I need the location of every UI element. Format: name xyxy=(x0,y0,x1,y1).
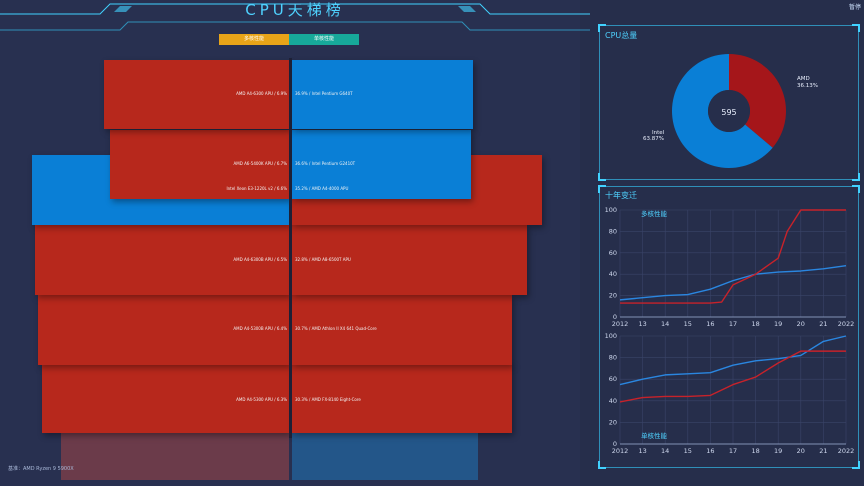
ranking-left-label: AMD A4-6300 APU / 6.9% xyxy=(236,91,287,96)
ranking-right-label: 35.2% / AMD A4-4000 APU xyxy=(295,186,349,191)
x-tick-label: 18 xyxy=(751,320,759,328)
x-tick-label: 19 xyxy=(774,447,782,455)
y-tick-label: 20 xyxy=(609,418,617,426)
decade-chart-0: 0 20 40 60 80 100 2012 13 14 15 16 17 18 19 20 21 2022 多核… xyxy=(605,206,855,328)
ranking-bar-right-1 xyxy=(292,60,473,129)
cpu-total-count: 595 xyxy=(721,108,736,117)
ranking-left-label: Intel Xeon E3-1220L v2 / 6.6% xyxy=(226,186,287,191)
y-tick-label: 0 xyxy=(613,440,617,448)
pause-button[interactable]: 暂停 xyxy=(848,4,861,11)
x-tick-label: 2012 xyxy=(612,320,629,328)
x-tick-label: 16 xyxy=(706,320,714,328)
ranking-bar-right-5 xyxy=(292,295,512,365)
ranking-bar-right-2 xyxy=(292,130,471,199)
tab-single-core[interactable]: 单核性能 xyxy=(289,34,359,45)
cpu-total-title: CPU总量 xyxy=(605,31,638,40)
donut-slice-amd[interactable] xyxy=(729,54,786,148)
series-line-amd xyxy=(620,209,846,304)
series-line-intel xyxy=(619,264,847,301)
x-tick-label: 15 xyxy=(684,320,692,328)
cpu-total-panel: CPU总量 AMD 36.13% Intel 63.87% 595 xyxy=(598,24,860,181)
ranking-right-label: 30.7% / AMD Athlon II X4 641 Quad-Core xyxy=(295,326,377,331)
x-tick-label: 20 xyxy=(797,447,805,455)
amd-legend-percent: 36.13% xyxy=(797,83,818,89)
intel-legend-percent: 63.87% xyxy=(643,136,664,142)
x-tick-label: 2022 xyxy=(838,320,855,328)
ranking-bar-faded-left xyxy=(61,433,289,480)
donut-slice-intel[interactable] xyxy=(672,54,773,169)
decade-chart-label: 单核性能 xyxy=(641,431,668,440)
y-tick-label: 40 xyxy=(609,397,617,405)
y-tick-label: 80 xyxy=(609,227,617,235)
y-tick-label: 100 xyxy=(605,206,617,214)
decade-chart-label: 多核性能 xyxy=(641,209,668,218)
ranking-bar-faded-right xyxy=(292,433,478,480)
x-tick-label: 20 xyxy=(797,320,805,328)
ranking-bar-right-4 xyxy=(292,225,527,295)
ranking-center-divider xyxy=(289,58,292,438)
x-tick-label: 2012 xyxy=(612,447,629,455)
x-tick-label: 14 xyxy=(661,447,669,455)
ranking-bar-left-2 xyxy=(110,130,289,199)
x-tick-label: 17 xyxy=(729,320,737,328)
page-title: CPU天梯榜 xyxy=(245,1,345,19)
tab-multi-core[interactable]: 多核性能 xyxy=(219,34,289,45)
ranking-right-label: 36.9% / Intel Pentium G640T xyxy=(295,91,353,96)
y-tick-label: 60 xyxy=(609,249,617,257)
ranking-right-label: 36.6% / Intel Pentium G2410T xyxy=(295,161,356,166)
ranking-left-label: AMD A6-5400K APU / 6.7% xyxy=(233,161,287,166)
decade-chart-1: 0 20 40 60 80 100 2012 13 14 15 16 17 18 19 20 21 2022 单核… xyxy=(605,332,855,455)
ranking-right-label: 30.3% / AMD FX-8140 Eight-Core xyxy=(295,397,361,402)
ranking-left-label: AMD A4-6300B APU / 6.5% xyxy=(233,257,287,262)
x-tick-label: 2022 xyxy=(838,447,855,455)
y-tick-label: 40 xyxy=(609,270,617,278)
ranking-left-label: AMD A4-5300B APU / 6.4% xyxy=(233,326,287,331)
decade-title: 十年变迁 xyxy=(605,191,637,200)
x-tick-label: 13 xyxy=(638,447,646,455)
x-tick-label: 15 xyxy=(684,447,692,455)
y-tick-label: 20 xyxy=(609,292,617,300)
x-tick-label: 18 xyxy=(751,447,759,455)
amd-legend-name: AMD xyxy=(797,76,810,82)
x-tick-label: 16 xyxy=(706,447,714,455)
ranking-bar-left-4 xyxy=(35,225,289,295)
x-tick-label: 21 xyxy=(819,320,827,328)
series-line-amd xyxy=(619,350,846,403)
ranking-left-label: AMD A4-5300 APU / 6.3% xyxy=(236,397,287,402)
donut-hole xyxy=(708,90,750,132)
x-tick-label: 21 xyxy=(819,447,827,455)
cpu-total-donut-chart: AMD 36.13% Intel 63.87% 595 xyxy=(643,54,818,169)
y-tick-label: 60 xyxy=(609,375,617,383)
decade-line-charts: 0 20 40 60 80 100 2012 13 14 15 16 17 18 19 20 21 2022 多核… xyxy=(605,206,855,455)
y-tick-label: 0 xyxy=(613,313,617,321)
ranking-bar-left-1 xyxy=(104,60,289,129)
x-tick-label: 13 xyxy=(638,320,646,328)
y-tick-label: 100 xyxy=(605,332,617,340)
x-tick-label: 17 xyxy=(729,447,737,455)
header-frame xyxy=(0,3,590,31)
x-tick-label: 14 xyxy=(661,320,669,328)
baseline-note: 基准：AMD Ryzen 9 5900X xyxy=(8,466,74,472)
x-tick-label: 19 xyxy=(774,320,782,328)
ranking-bar-right-6 xyxy=(292,363,512,433)
intel-legend-name: Intel xyxy=(652,130,665,136)
ranking-bar-left-6 xyxy=(42,363,289,433)
ranking-right-label: 32.8% / AMD A8-6500T APU xyxy=(295,257,351,262)
y-tick-label: 80 xyxy=(609,354,617,362)
ranking-bar-left-5 xyxy=(38,295,289,365)
